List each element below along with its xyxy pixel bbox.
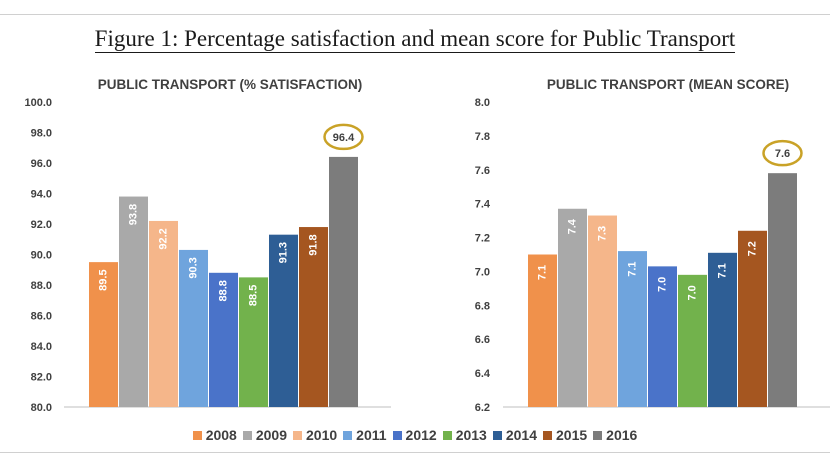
legend-swatch (593, 431, 603, 440)
legend-label: 2015 (556, 427, 588, 443)
mean-score-ytick-label: 7.6 (475, 165, 490, 177)
bottom-rule (0, 452, 830, 453)
mean-score-ytick-label: 6.8 (475, 300, 490, 312)
satisfaction-data-label-2012: 88.8 (217, 280, 229, 301)
legend-label: 2011 (356, 427, 387, 443)
legend-label: 2012 (405, 427, 437, 443)
satisfaction-ytick-label: 84.0 (31, 341, 52, 353)
satisfaction-ytick-label: 94.0 (31, 189, 52, 201)
mean-score-bar-2009 (558, 208, 587, 407)
satisfaction-ytick-label: 96.0 (31, 158, 52, 170)
satisfaction-ytick-label: 92.0 (31, 219, 52, 231)
satisfaction-bar-2011 (179, 249, 208, 407)
legend-swatch (543, 431, 552, 440)
satisfaction-bar-2010 (149, 220, 178, 407)
mean-score-bar-2015 (738, 230, 767, 407)
satisfaction-highlight-badge (323, 123, 364, 151)
satisfaction-data-label-2014: 91.3 (277, 242, 289, 263)
mean-score-ytick-label: 7.2 (475, 233, 490, 245)
mean-score-data-label-2011: 7.1 (626, 261, 638, 276)
mean-score-bar-2012 (648, 266, 677, 407)
mean-score-ytick-label: 6.6 (475, 334, 490, 346)
mean-score-bar-2016 (768, 173, 797, 407)
legend-swatch (192, 431, 202, 440)
satisfaction-ytick-label: 100.0 (24, 97, 52, 109)
legend-label: 2013 (455, 427, 487, 443)
satisfaction-data-label-2015: 91.8 (307, 234, 319, 255)
legend: 2008 2009 2010 2011 2012 2013 2014 2015 2016 (0, 427, 830, 443)
legend-swatch (492, 431, 502, 440)
mean-score-ytick-label: 7.8 (475, 131, 490, 143)
mean-score-data-label-2016: 7.6 (775, 148, 790, 160)
satisfaction-ytick-label: 86.0 (31, 311, 52, 323)
mean-score-ytick-label: 6.2 (475, 402, 490, 414)
satisfaction-bar-2009 (119, 196, 148, 407)
legend-swatch (242, 431, 252, 440)
satisfaction-bar-2015 (299, 227, 328, 407)
legend-item-2015: 2015 (543, 427, 587, 443)
satisfaction-data-label-2013: 88.5 (247, 285, 259, 306)
mean-score-plot: PUBLIC TRANSPORT (MEAN SCORE) 6.2 6.4 6.6 6.… (475, 77, 830, 414)
satisfaction-data-label-2009: 93.8 (127, 204, 139, 225)
legend-label: 2016 (606, 427, 638, 443)
satisfaction-data-label-2010: 92.2 (157, 228, 169, 249)
legend-item-2010: 2010 (293, 427, 337, 443)
legend-label: 2010 (306, 427, 338, 443)
legend-swatch (343, 431, 353, 440)
legend-item-2009: 2009 (242, 427, 287, 443)
satisfaction-bar-2008 (89, 262, 118, 407)
legend-label: 2009 (255, 427, 287, 443)
mean-score-title: PUBLIC TRANSPORT (MEAN SCORE) (547, 77, 789, 92)
satisfaction-plot: PUBLIC TRANSPORT (% SATISFACTION) 80.0 82.… (24, 77, 391, 414)
legend-label: 2008 (205, 427, 237, 443)
satisfaction-data-label-2011: 90.3 (187, 257, 199, 278)
satisfaction-data-label-2016: 96.4 (333, 132, 355, 144)
mean-score-bar-2008 (528, 254, 557, 407)
satisfaction-data-label-2008: 89.5 (97, 269, 109, 290)
mean-score-data-label-2014: 7.1 (716, 263, 728, 278)
mean-score-data-label-2008: 7.1 (536, 265, 548, 280)
mean-score-ytick-label: 6.4 (475, 368, 491, 380)
mean-score-data-label-2009: 7.4 (566, 218, 578, 234)
satisfaction-ytick-label: 80.0 (31, 402, 52, 414)
legend-item-2013: 2013 (442, 427, 487, 443)
mean-score-ytick-label: 7.4 (475, 199, 491, 211)
mean-score-ytick-label: 7.0 (475, 266, 490, 278)
legend-item-2012: 2012 (392, 427, 437, 443)
satisfaction-bar-2016 (329, 156, 358, 407)
satisfaction-ytick-label: 82.0 (31, 372, 52, 384)
satisfaction-ytick-label: 98.0 (31, 128, 52, 140)
satisfaction-bar-2012 (209, 272, 238, 407)
legend-item-2011: 2011 (343, 427, 387, 443)
mean-score-bar-2013 (678, 274, 707, 407)
legend-item-2016: 2016 (593, 427, 637, 443)
legend-label: 2014 (505, 427, 537, 443)
satisfaction-ytick-label: 88.0 (31, 280, 52, 292)
mean-score-data-label-2010: 7.3 (596, 226, 608, 241)
mean-score-bar-2010 (588, 215, 617, 407)
mean-score-highlight-badge (762, 139, 803, 167)
mean-score-data-label-2015: 7.2 (746, 241, 758, 256)
legend-swatch (392, 431, 402, 440)
satisfaction-title: PUBLIC TRANSPORT (% SATISFACTION) (98, 77, 363, 92)
legend-swatch (442, 431, 452, 440)
legend-item-2008: 2008 (192, 427, 237, 443)
legend-item-2014: 2014 (492, 427, 537, 443)
satisfaction-bar-2014 (269, 234, 298, 407)
mean-score-data-label-2012: 7.0 (656, 277, 668, 292)
top-rule (0, 14, 830, 15)
figure-title: Figure 1: Percentage satisfaction and me… (94, 26, 736, 53)
mean-score-ytick-label: 8.0 (475, 97, 490, 109)
legend-swatch (293, 431, 302, 440)
satisfaction-ytick-label: 90.0 (31, 250, 52, 262)
mean-score-bar-2011 (618, 251, 647, 407)
mean-score-bar-2014 (708, 252, 737, 407)
satisfaction-bar-2013 (239, 277, 268, 407)
mean-score-data-label-2013: 7.0 (686, 285, 698, 300)
